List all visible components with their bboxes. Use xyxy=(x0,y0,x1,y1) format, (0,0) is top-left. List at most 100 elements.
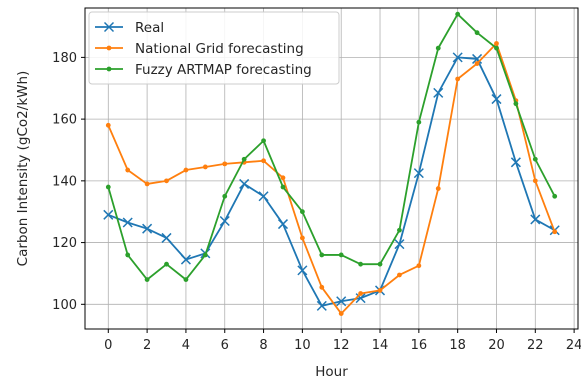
data-point xyxy=(105,122,111,128)
legend-box xyxy=(88,11,340,85)
data-point xyxy=(474,61,480,66)
series-3 xyxy=(105,11,558,283)
data-point xyxy=(397,227,402,233)
data-point xyxy=(530,214,541,225)
data-point xyxy=(222,161,228,167)
x-tick-label: 12 xyxy=(333,338,350,353)
data-point xyxy=(277,219,289,230)
x-tick-label: 22 xyxy=(527,338,544,353)
data-point xyxy=(261,158,266,164)
data-point xyxy=(180,254,191,265)
data-point xyxy=(358,261,364,267)
x-tick-label: 16 xyxy=(411,338,428,353)
x-tick-label: 14 xyxy=(372,338,389,353)
legend-marker xyxy=(103,21,115,33)
data-point xyxy=(532,156,538,162)
data-point xyxy=(280,175,286,181)
data-point xyxy=(433,87,444,98)
series-2 xyxy=(105,41,558,316)
data-point xyxy=(122,217,133,228)
data-point xyxy=(377,261,383,267)
series-line xyxy=(107,13,556,281)
data-point xyxy=(338,252,344,258)
series-lines xyxy=(103,11,560,316)
data-point xyxy=(455,11,461,17)
legend-label: Real xyxy=(135,20,164,36)
data-point xyxy=(452,52,463,63)
data-point xyxy=(435,186,441,191)
series-line xyxy=(107,42,556,315)
data-point xyxy=(258,191,269,202)
legend-item: National Grid forecasting xyxy=(95,41,304,57)
data-point xyxy=(358,291,364,296)
data-point xyxy=(202,252,208,258)
data-point xyxy=(416,119,422,125)
y-tick-label: 140 xyxy=(52,174,77,189)
x-tick-label: 4 xyxy=(182,338,190,353)
x-tick-label: 0 xyxy=(104,338,112,353)
data-point xyxy=(435,45,441,51)
plot-frame xyxy=(84,7,579,330)
data-point xyxy=(164,178,169,184)
data-point xyxy=(338,311,344,316)
data-point xyxy=(413,168,424,179)
data-point xyxy=(474,30,480,36)
data-point xyxy=(397,272,402,278)
data-point xyxy=(144,277,150,283)
data-point xyxy=(142,223,153,234)
legend-item: Fuzzy ARTMAP forecasting xyxy=(95,62,312,78)
data-point xyxy=(510,157,521,168)
data-point xyxy=(144,181,150,187)
data-point xyxy=(164,261,169,267)
data-point xyxy=(472,53,483,64)
legend-label: Fuzzy ARTMAP forecasting xyxy=(135,62,312,78)
legend: Real National Grid forecasting Fuzzy ARTMA… xyxy=(88,11,340,85)
x-tick-label: 2 xyxy=(143,338,151,353)
series-1 xyxy=(103,52,560,311)
data-point xyxy=(222,193,228,199)
data-point xyxy=(491,94,502,105)
data-point xyxy=(299,209,305,215)
data-point xyxy=(494,45,499,51)
legend-marker xyxy=(106,45,112,51)
data-point xyxy=(161,232,172,243)
legend-item: Real xyxy=(95,20,164,36)
data-point xyxy=(239,178,250,189)
data-point xyxy=(297,265,308,276)
y-axis-label: Carbon Intensity (gCo2/kWh) xyxy=(15,71,31,267)
data-point xyxy=(355,293,366,304)
y-tick-label: 180 xyxy=(52,51,77,66)
data-point xyxy=(319,284,325,290)
data-point xyxy=(299,235,305,241)
data-point xyxy=(103,209,114,220)
x-tick-label: 6 xyxy=(221,338,229,353)
data-point xyxy=(394,239,405,250)
data-point xyxy=(416,263,422,269)
data-point xyxy=(183,277,189,283)
data-point xyxy=(125,252,131,258)
data-point xyxy=(552,193,558,199)
legend-marker xyxy=(106,66,112,72)
legend-label: National Grid forecasting xyxy=(135,41,304,57)
data-point xyxy=(241,156,247,162)
data-point xyxy=(105,184,111,190)
data-point xyxy=(377,288,383,293)
data-point xyxy=(532,178,538,184)
data-point xyxy=(183,167,189,173)
x-tick-label: 20 xyxy=(488,338,505,353)
x-tick-label: 10 xyxy=(294,338,311,353)
x-tick-label: 24 xyxy=(566,338,581,353)
series-line xyxy=(107,56,556,307)
data-point xyxy=(494,41,499,46)
data-point xyxy=(336,296,347,307)
x-tick-label: 8 xyxy=(259,338,267,353)
data-point xyxy=(316,300,327,311)
data-point xyxy=(319,252,325,258)
data-point xyxy=(552,229,558,235)
data-point xyxy=(125,167,131,173)
y-tick-label: 120 xyxy=(52,236,77,251)
data-point xyxy=(513,101,519,107)
data-point xyxy=(280,184,286,190)
